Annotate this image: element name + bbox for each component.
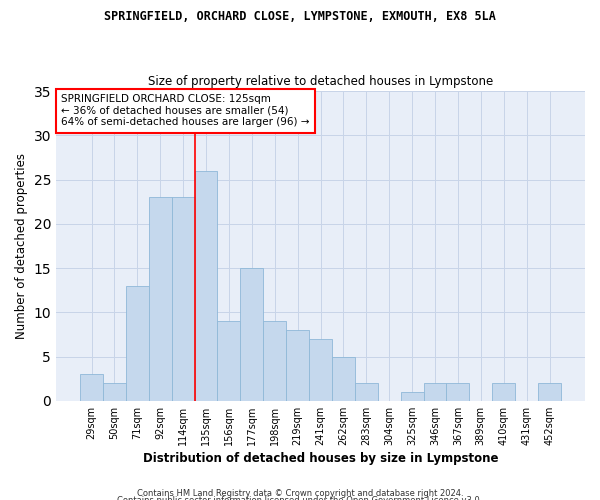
Bar bbox=[241, 268, 263, 401]
Bar bbox=[149, 198, 172, 401]
Bar bbox=[401, 392, 424, 401]
Bar bbox=[286, 330, 309, 401]
Bar bbox=[538, 383, 561, 401]
Y-axis label: Number of detached properties: Number of detached properties bbox=[15, 153, 28, 339]
Bar bbox=[217, 321, 241, 401]
Bar bbox=[263, 321, 286, 401]
Bar bbox=[309, 339, 332, 401]
Bar bbox=[492, 383, 515, 401]
Bar bbox=[172, 198, 194, 401]
Title: Size of property relative to detached houses in Lympstone: Size of property relative to detached ho… bbox=[148, 76, 493, 88]
Bar bbox=[126, 286, 149, 401]
Text: Contains public sector information licensed under the Open Government Licence v3: Contains public sector information licen… bbox=[118, 496, 482, 500]
X-axis label: Distribution of detached houses by size in Lympstone: Distribution of detached houses by size … bbox=[143, 452, 498, 465]
Bar bbox=[424, 383, 446, 401]
Bar bbox=[103, 383, 126, 401]
Text: Contains HM Land Registry data © Crown copyright and database right 2024.: Contains HM Land Registry data © Crown c… bbox=[137, 488, 463, 498]
Bar bbox=[332, 356, 355, 401]
Bar bbox=[194, 170, 217, 401]
Bar bbox=[446, 383, 469, 401]
Text: SPRINGFIELD, ORCHARD CLOSE, LYMPSTONE, EXMOUTH, EX8 5LA: SPRINGFIELD, ORCHARD CLOSE, LYMPSTONE, E… bbox=[104, 10, 496, 23]
Bar bbox=[80, 374, 103, 401]
Bar bbox=[355, 383, 378, 401]
Text: SPRINGFIELD ORCHARD CLOSE: 125sqm
← 36% of detached houses are smaller (54)
64% : SPRINGFIELD ORCHARD CLOSE: 125sqm ← 36% … bbox=[61, 94, 310, 128]
